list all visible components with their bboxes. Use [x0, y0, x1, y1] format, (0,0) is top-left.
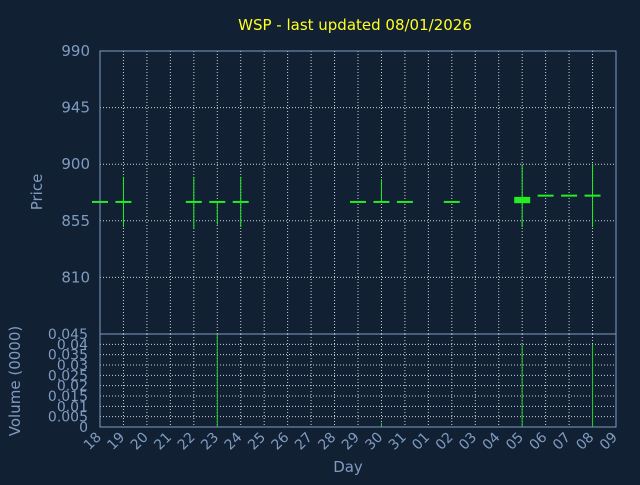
- candle-body: [396, 200, 413, 203]
- x-tick-label: 23: [198, 430, 222, 454]
- price-candles: [92, 164, 601, 229]
- candle-body: [115, 200, 132, 203]
- volume-y-tick-label: 0.03: [57, 358, 88, 374]
- x-tick-label: 03: [456, 430, 480, 454]
- candle-body: [443, 200, 460, 203]
- x-tick-label: 06: [527, 429, 551, 453]
- x-tick-label: 30: [362, 430, 386, 454]
- x-tick-label: 19: [104, 430, 128, 454]
- price-y-tick-label: 990: [61, 42, 90, 60]
- x-tick-label: 25: [245, 430, 269, 454]
- x-tick-label: 24: [222, 429, 246, 453]
- candle-body: [209, 200, 226, 203]
- x-tick-label: 04: [480, 429, 504, 453]
- x-tick-label: 27: [292, 430, 316, 454]
- candle-body: [185, 200, 202, 203]
- price-grid: [99, 50, 617, 334]
- volume-y-tick-label: 0.045: [48, 327, 88, 343]
- price-y-ticks: 810 855 900 945 990: [61, 42, 90, 286]
- x-tick-label: 07: [550, 430, 574, 454]
- x-tick-label: 22: [175, 430, 199, 454]
- volume-y-tick-label: 0.035: [48, 348, 88, 364]
- x-tick-label: 05: [503, 430, 527, 454]
- candle-body: [537, 194, 554, 197]
- x-tick-label: 20: [128, 430, 152, 454]
- x-tick-label: 01: [409, 430, 433, 454]
- x-tick-label: 28: [315, 430, 339, 454]
- volume-bars: [216, 334, 594, 427]
- candle-body: [232, 200, 249, 203]
- volume-y-tick-label: 0.005: [48, 410, 88, 426]
- x-tick-label: 31: [386, 430, 410, 454]
- x-axis-label: Day: [333, 458, 363, 476]
- volume-panel: 00.0050.010.0150.020.0250.030.0350.040.0…: [48, 327, 617, 436]
- x-axis-ticks: 18 19 20 21 22 23 24 25 26 27 28 29 30 31 01 02 03 04 05 06…: [81, 429, 621, 453]
- candle-body: [514, 196, 531, 204]
- price-axis-label: Price: [28, 174, 46, 211]
- x-tick-label: 29: [339, 430, 363, 454]
- price-y-tick-label: 900: [61, 155, 90, 173]
- price-y-tick-label: 945: [61, 99, 90, 117]
- price-y-tick-label: 810: [61, 268, 90, 286]
- candle-body: [350, 200, 366, 203]
- volume-y-tick-label: 0.025: [48, 368, 88, 384]
- x-tick-label: 26: [269, 429, 293, 453]
- price-y-tick-label: 855: [61, 212, 90, 230]
- volume-y-tick-label: 0.015: [48, 389, 88, 405]
- volume-y-ticks: 00.0050.010.0150.020.0250.030.0350.040.0…: [48, 327, 88, 436]
- candle-body: [584, 194, 601, 197]
- candle-body: [561, 194, 578, 197]
- volume-y-tick-label: 0: [79, 420, 88, 436]
- volume-axis-label: Volume (0000): [6, 326, 24, 436]
- price-panel: 810 855 900 945 990: [61, 42, 617, 335]
- candle-body: [373, 200, 390, 203]
- x-tick-label: 09: [597, 430, 621, 454]
- volume-y-tick-label: 0.04: [57, 337, 88, 353]
- volume-y-tick-label: 0.02: [57, 379, 88, 395]
- volume-plot-frame: [99, 333, 617, 428]
- volume-y-tick-label: 0.01: [57, 399, 88, 415]
- volume-grid: [99, 333, 617, 428]
- chart-title: WSP - last updated 08/01/2026: [238, 16, 472, 34]
- x-tick-label: 08: [573, 430, 597, 454]
- x-tick-label: 21: [151, 430, 175, 454]
- x-tick-label: 02: [433, 430, 457, 454]
